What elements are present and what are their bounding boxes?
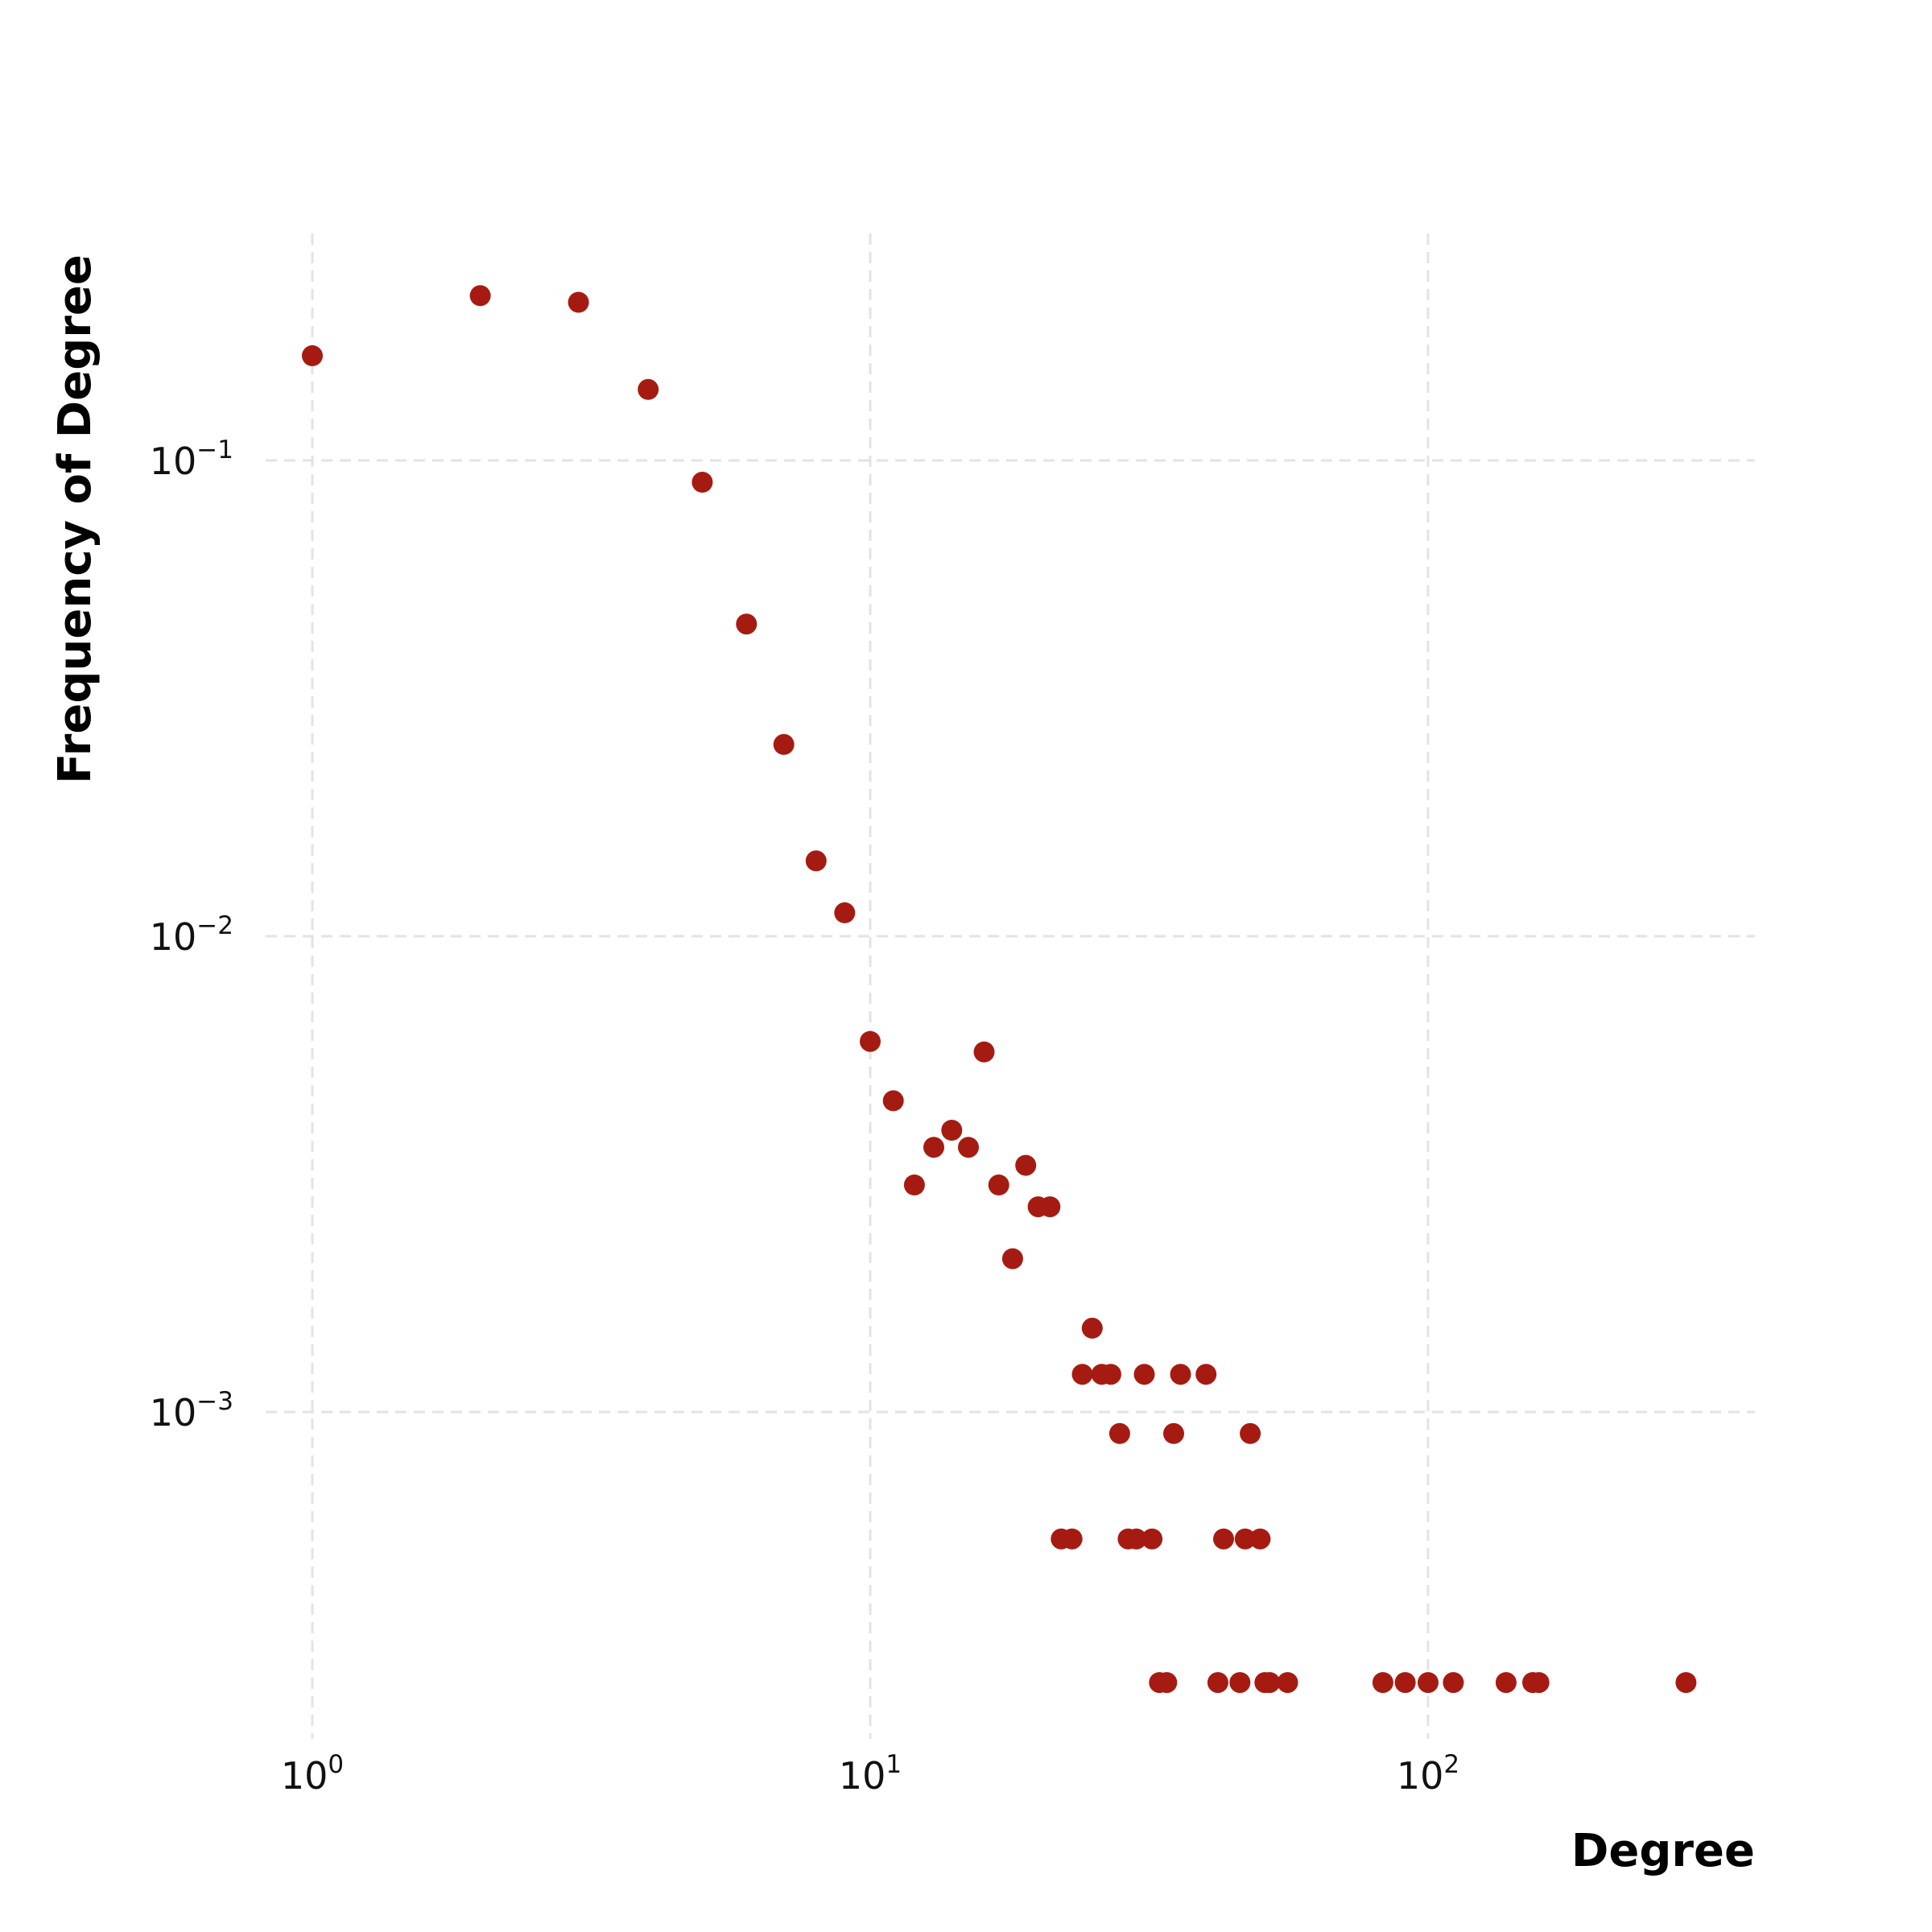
data-point xyxy=(1249,1528,1271,1550)
data-point xyxy=(882,1090,904,1112)
grid-lines xyxy=(266,233,1755,1739)
data-point xyxy=(1163,1422,1184,1444)
data-point xyxy=(1207,1672,1228,1694)
data-point xyxy=(1081,1317,1103,1339)
data-point xyxy=(691,472,713,493)
data-point xyxy=(469,285,491,307)
data-point xyxy=(568,291,589,313)
data-point xyxy=(1277,1672,1298,1694)
data-point xyxy=(1495,1672,1517,1694)
data-point xyxy=(1443,1672,1464,1694)
data-point xyxy=(1528,1672,1550,1694)
data-point xyxy=(638,378,659,400)
data-point xyxy=(1213,1528,1234,1550)
y-axis-title: Frequency of Degree xyxy=(49,254,101,784)
data-point xyxy=(1259,1672,1281,1694)
x-tick-label: 101 xyxy=(839,1750,902,1798)
x-tick-label: 100 xyxy=(281,1750,344,1798)
data-point xyxy=(1125,1528,1147,1550)
data-points xyxy=(302,285,1697,1694)
data-point xyxy=(1108,1422,1130,1444)
data-point xyxy=(923,1137,944,1158)
data-point xyxy=(988,1174,1009,1195)
data-point xyxy=(1001,1248,1023,1269)
data-point xyxy=(834,902,856,923)
data-point xyxy=(302,345,323,366)
data-point xyxy=(860,1030,881,1052)
data-point xyxy=(1675,1672,1697,1694)
data-point xyxy=(1141,1528,1163,1550)
data-point xyxy=(1394,1672,1416,1694)
x-tick-label: 102 xyxy=(1397,1750,1459,1798)
data-point xyxy=(1061,1528,1083,1550)
y-tick-label: 10−2 xyxy=(150,911,233,959)
y-tick-label: 10−3 xyxy=(150,1387,233,1435)
tick-labels: 100 101 102 10−1 10−2 10−3 xyxy=(150,436,1459,1798)
data-point xyxy=(1039,1196,1061,1218)
data-point xyxy=(973,1041,995,1063)
data-point xyxy=(1133,1364,1155,1385)
data-point xyxy=(1195,1364,1217,1385)
data-point xyxy=(1229,1672,1251,1694)
data-point xyxy=(1156,1672,1178,1694)
y-tick-label: 10−1 xyxy=(150,436,233,483)
data-point xyxy=(1100,1364,1121,1385)
data-point xyxy=(805,850,827,872)
data-point xyxy=(773,733,795,755)
x-axis-title: Degree xyxy=(1571,1825,1755,1877)
data-point xyxy=(1372,1672,1393,1694)
data-point xyxy=(1170,1364,1191,1385)
data-point xyxy=(941,1120,963,1141)
data-point xyxy=(736,613,758,635)
data-point xyxy=(1234,1528,1256,1550)
data-point xyxy=(958,1137,979,1158)
data-point xyxy=(1015,1154,1037,1176)
data-point xyxy=(1418,1672,1439,1694)
data-point xyxy=(1240,1422,1261,1444)
data-point xyxy=(903,1174,925,1195)
data-point xyxy=(1071,1364,1093,1385)
